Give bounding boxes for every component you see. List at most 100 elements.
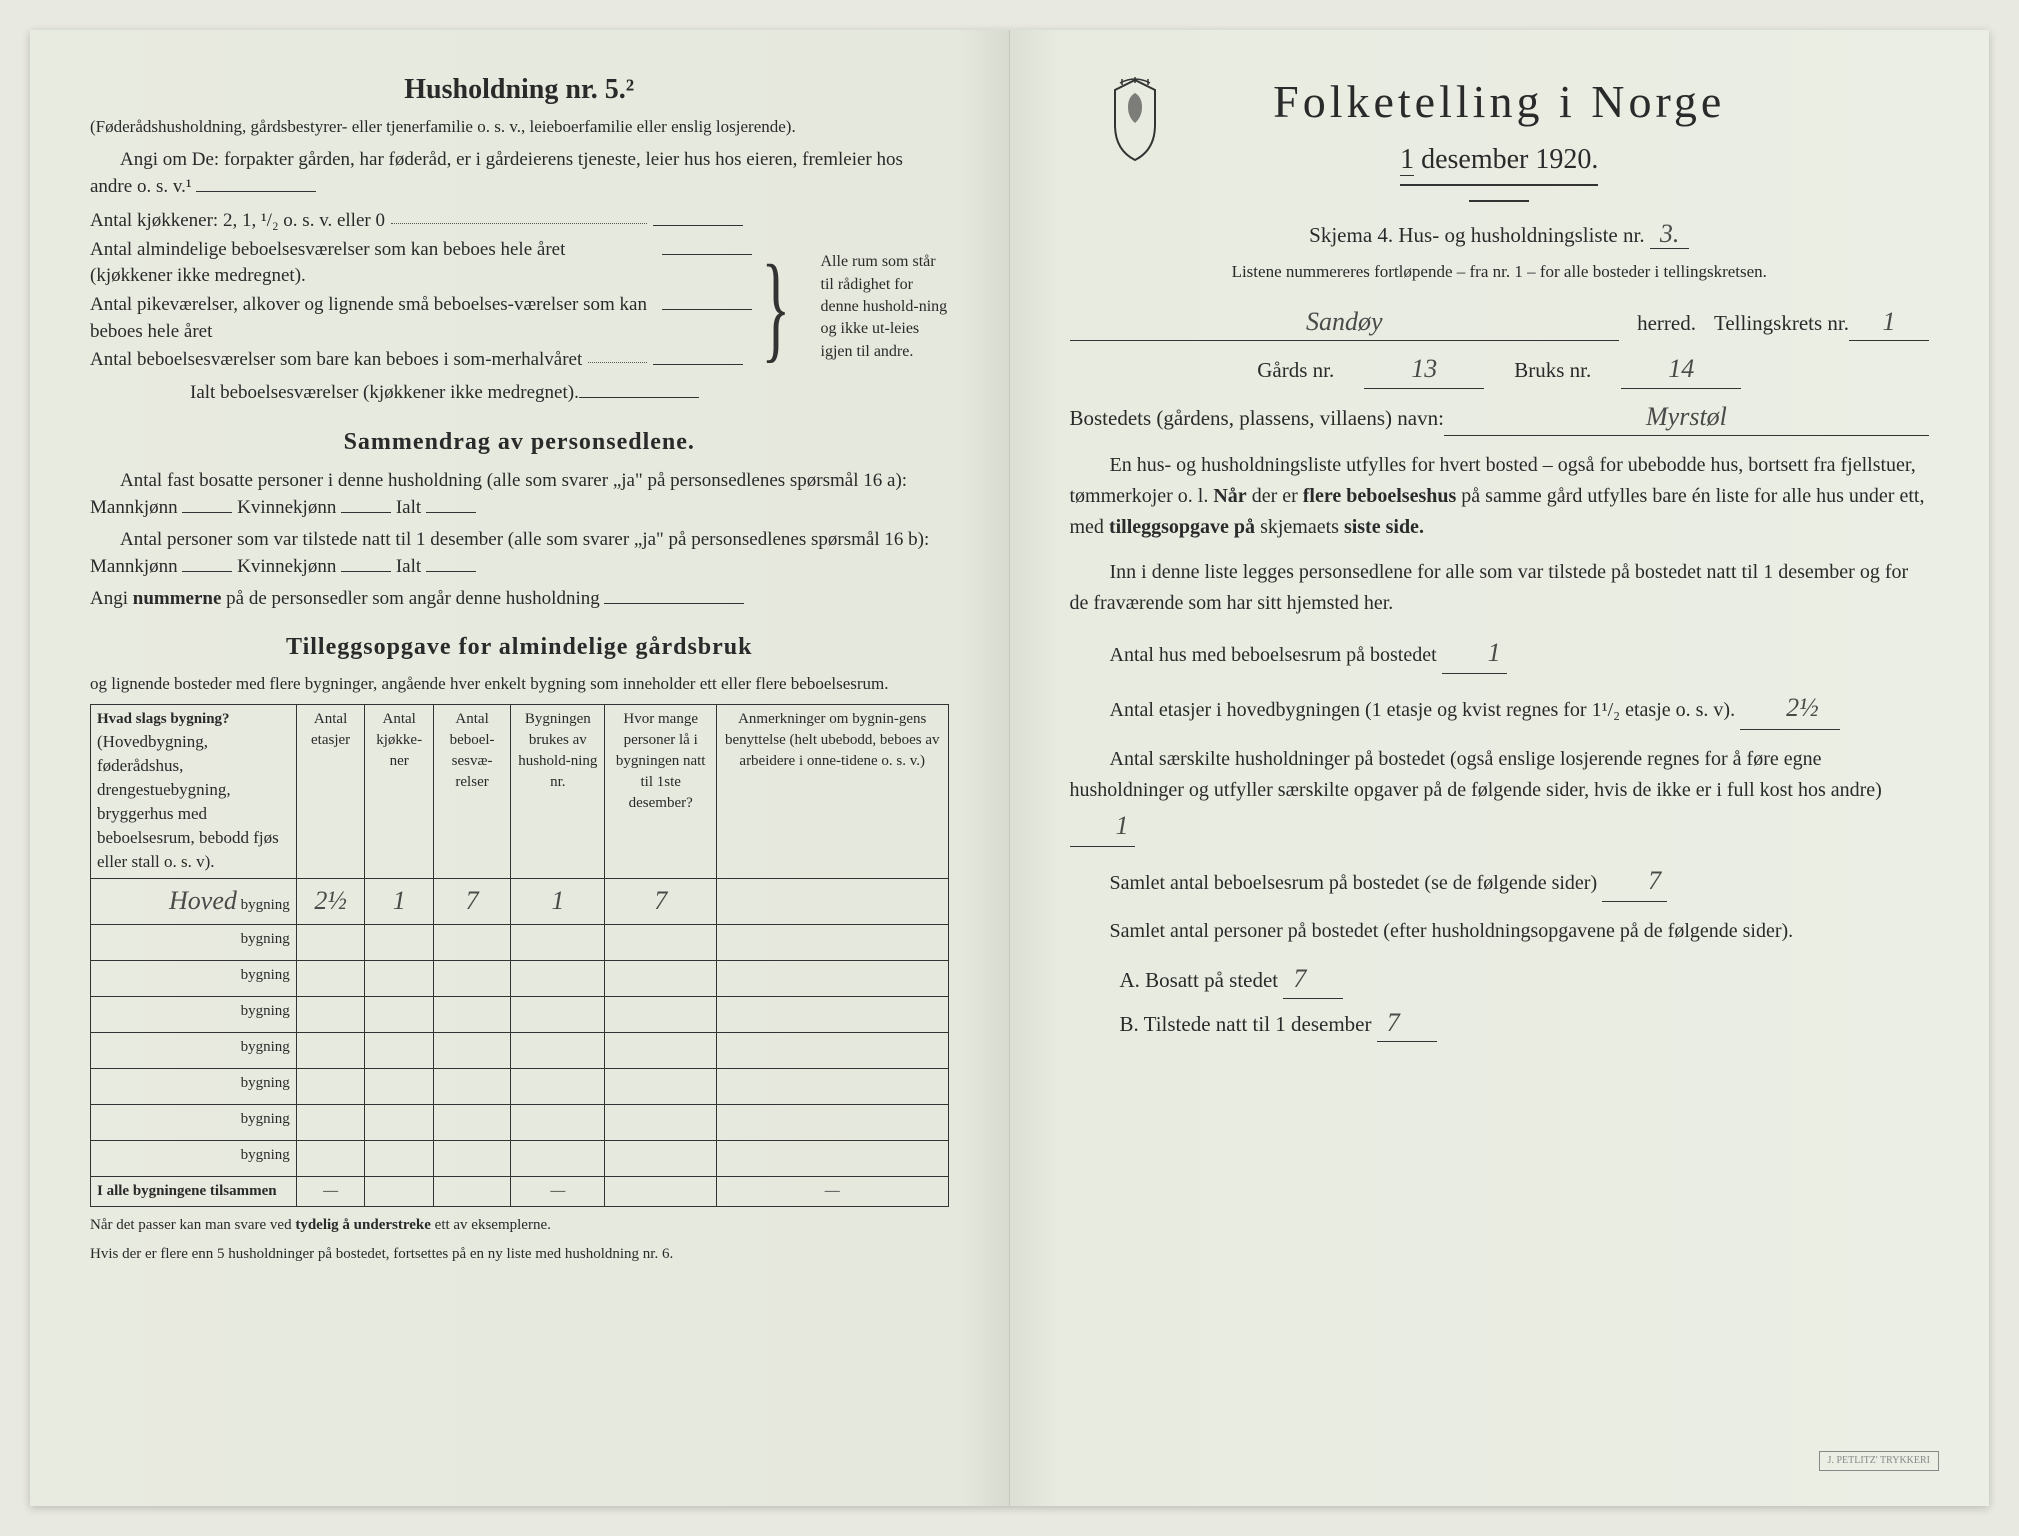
cell-kjok: 1 xyxy=(365,879,434,924)
ab-b-line: B. Tilstede natt til 1 desember 7 xyxy=(1120,1005,1930,1042)
sammen-p1-text: Antal fast bosatte personer i denne hush… xyxy=(90,470,907,518)
sammen-p2: Antal personer som var tilstede natt til… xyxy=(90,527,949,580)
tkrets-label: Tellingskrets nr. xyxy=(1714,309,1849,338)
ialt-blank-2 xyxy=(426,571,476,572)
angi-line: Angi om De: forpakter gården, har føderå… xyxy=(90,147,949,200)
sammen-p1: Antal fast bosatte personer i denne hush… xyxy=(90,468,949,521)
para-2: Inn i denne liste legges personsedlene f… xyxy=(1070,557,1930,619)
herred-label: herred. xyxy=(1619,309,1714,338)
th-personer: Hvor mange personer lå i bygningen natt … xyxy=(605,705,716,879)
angi-num-blank xyxy=(604,603,744,604)
ialt-label-2: Ialt xyxy=(396,556,421,577)
bosted-line: Bostedets (gårdens, plassens, villaens) … xyxy=(1070,399,1930,436)
table-row: Hoved bygning 2½ 1 7 1 7 xyxy=(91,879,949,924)
table-total-row: I alle bygningene tilsammen — — — xyxy=(91,1176,949,1206)
foot1-text: Når det passer kan man svare ved tydelig… xyxy=(90,1217,551,1233)
bygning-suffix: bygning xyxy=(91,1104,297,1140)
cell-hus: 1 xyxy=(511,879,605,924)
coat-of-arms-icon xyxy=(1100,75,1170,174)
room-label-1: Antal almindelige beboelsesværelser som … xyxy=(90,237,650,290)
th-anm: Anmerkninger om bygnin-gens benyttelse (… xyxy=(716,705,948,879)
line-samlet-pers: Samlet antal personer på bostedet (efter… xyxy=(1070,916,1930,947)
table-row: bygning xyxy=(91,1140,949,1176)
th-hushold: Bygningen brukes av hushold-ning nr. xyxy=(511,705,605,879)
ialt-line: Ialt beboelsesværelser (kjøkkener ikke m… xyxy=(90,380,743,407)
table-row: bygning xyxy=(91,1032,949,1068)
total-dash: — xyxy=(716,1176,948,1206)
para-1: En hus- og husholdningsliste utfylles fo… xyxy=(1070,450,1930,543)
l1-value: 1 xyxy=(1442,633,1507,674)
th-bygning-title: Hvad slags bygning? xyxy=(97,711,230,727)
tillegg-sub: og lignende bosteder med flere bygninger… xyxy=(90,672,949,696)
bygning-suffix: bygning xyxy=(91,1068,297,1104)
room-label-2: Antal pikeværelser, alkover og lignende … xyxy=(90,292,650,345)
room-blank-3 xyxy=(653,364,743,365)
sub-note-1: (Føderådshusholdning, gårdsbestyrer- ell… xyxy=(90,115,949,139)
gards-line: Gårds nr. 13 Bruks nr. 14 xyxy=(1070,351,1930,388)
line-hushold: Antal særskilte husholdninger på bostede… xyxy=(1070,744,1930,847)
cell-etasjer: 2½ xyxy=(296,879,365,924)
right-page: Folketelling i Norge 1 desember 1920. Sk… xyxy=(1010,30,1990,1506)
header: Folketelling i Norge 1 desember 1920. Sk… xyxy=(1070,70,1930,284)
gards-value: 13 xyxy=(1364,351,1484,388)
kvinne-label-2: Kvinnekjønn xyxy=(237,556,336,577)
ab-b-value: 7 xyxy=(1377,1005,1437,1042)
l3-value: 1 xyxy=(1070,806,1135,847)
ab-b-label: B. Tilstede natt til 1 desember xyxy=(1120,1012,1372,1036)
total-dash: — xyxy=(296,1176,365,1206)
title-date: 1 desember 1920. xyxy=(1400,140,1598,185)
total-dash: — xyxy=(511,1176,605,1206)
divider xyxy=(1469,200,1529,202)
l2-label: Antal etasjer i hovedbygningen (1 etasje… xyxy=(1110,699,1736,721)
kitchens-line: Antal kjøkkener: 2, 1, ¹/₂ o. s. v. elle… xyxy=(90,208,743,235)
listene-note: Listene nummereres fortløpende – fra nr.… xyxy=(1070,260,1930,284)
th-kjok: Antal kjøkke-ner xyxy=(365,705,434,879)
cell-anm xyxy=(716,879,948,924)
cell-pers: 7 xyxy=(605,879,716,924)
rooms-block: Antal kjøkkener: 2, 1, ¹/₂ o. s. v. elle… xyxy=(90,206,949,408)
kvinne-blank-2 xyxy=(341,571,391,572)
val-pers: 7 xyxy=(654,886,667,915)
room-blank-1 xyxy=(662,254,752,255)
document-spread: Husholdning nr. 5.² (Føderådshusholdning… xyxy=(30,30,1989,1506)
date-1: 1 xyxy=(1400,144,1414,176)
kitchens-label: Antal kjøkkener: 2, 1, ¹/₂ o. s. v. elle… xyxy=(90,208,385,235)
date-rest: desember 1920. xyxy=(1414,144,1598,175)
dotted-fill xyxy=(391,223,647,224)
bygning-suffix: bygning xyxy=(91,996,297,1032)
skjema-line: Skjema 4. Hus- og husholdningsliste nr. … xyxy=(1070,216,1930,252)
ab-block: A. Bosatt på stedet 7 B. Tilstede natt t… xyxy=(1070,961,1930,1042)
bygning-suffix: bygning xyxy=(91,924,297,960)
table-row: bygning xyxy=(91,960,949,996)
line-etasjer: Antal etasjer i hovedbygningen (1 etasje… xyxy=(1070,688,1930,729)
table-body: Hoved bygning 2½ 1 7 1 7 bygning bygning… xyxy=(91,879,949,1206)
bygning-suffix: bygning xyxy=(241,897,290,913)
cell-bebo: 7 xyxy=(433,879,510,924)
main-title: Folketelling i Norge xyxy=(1070,70,1930,134)
bygning-suffix: bygning xyxy=(91,1032,297,1068)
ab-a-line: A. Bosatt på stedet 7 xyxy=(1120,961,1930,998)
room-line-3: Antal beboelsesværelser som bare kan beb… xyxy=(90,347,743,374)
bruks-value: 14 xyxy=(1621,351,1741,388)
bygning-suffix: bygning xyxy=(91,960,297,996)
angi-nummer-line: Angi nummerne på de personsedler som ang… xyxy=(90,586,949,613)
footnote-1: Når det passer kan man svare ved tydelig… xyxy=(90,1215,949,1236)
herred-value: Sandøy xyxy=(1070,304,1620,341)
ab-a-value: 7 xyxy=(1283,961,1343,998)
left-page: Husholdning nr. 5.² (Føderådshusholdning… xyxy=(30,30,1010,1506)
dotted-fill xyxy=(588,362,647,363)
angi-num-text: Angi nummerne på de personsedler som ang… xyxy=(90,588,600,609)
brace-icon: } xyxy=(759,250,792,364)
table-row: bygning xyxy=(91,924,949,960)
val-hus: 1 xyxy=(551,886,564,915)
kitchens-blank xyxy=(653,225,743,226)
table-row: bygning xyxy=(91,1104,949,1140)
ialt-blank-1 xyxy=(426,512,476,513)
herred-line: Sandøy herred. Tellingskrets nr. 1 xyxy=(1070,304,1930,341)
val-etasjer: 2½ xyxy=(314,886,347,915)
bygning-suffix: bygning xyxy=(91,1140,297,1176)
val-kjok: 1 xyxy=(393,886,406,915)
total-label: I alle bygningene tilsammen xyxy=(91,1176,297,1206)
th-bygning: Hvad slags bygning? (Hovedbygning, føder… xyxy=(91,705,297,879)
rooms-left: Antal kjøkkener: 2, 1, ¹/₂ o. s. v. elle… xyxy=(90,206,743,408)
